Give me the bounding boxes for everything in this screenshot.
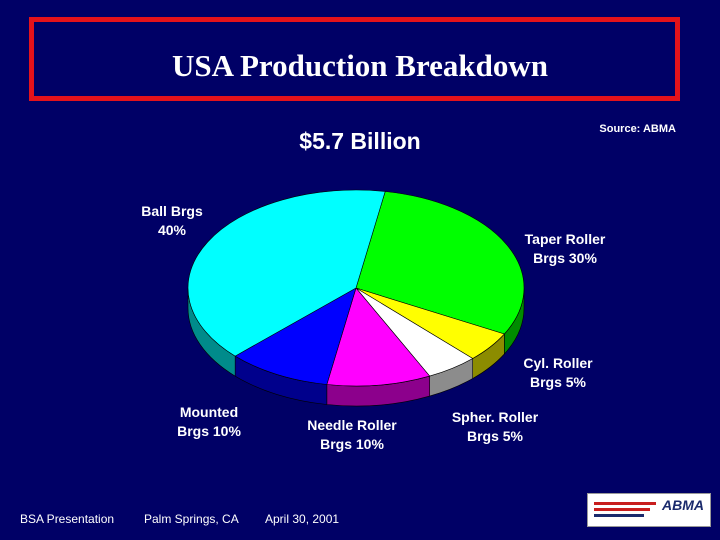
- pie-slice-taper: [355, 191, 525, 335]
- slice-label-ball: Ball Brgs 40%: [141, 203, 203, 238]
- abma-logo: ABMA: [587, 493, 711, 527]
- slice-label-mounted: Mounted Brgs 10%: [177, 404, 241, 439]
- source-note: Source: ABMA: [599, 123, 676, 135]
- slice-label-needle: Needle Roller Brgs 10%: [307, 417, 397, 452]
- pie-slice-needle: [326, 287, 431, 387]
- slice-label-spherical: Spher. Roller Brgs 5%: [451, 409, 539, 444]
- chart-title: $5.7 Billion: [299, 128, 421, 154]
- slice-label-taper: Taper Roller Brgs 30%: [524, 231, 606, 266]
- footer-location: Palm Springs, CA: [144, 512, 239, 526]
- page-title: USA Production Breakdown: [171, 48, 549, 83]
- pie-slice-mounted: [234, 287, 357, 385]
- logo-text: ABMA: [662, 497, 704, 513]
- title-frame: [29, 17, 680, 101]
- slice-label-cylindrical: Cyl. Roller Brgs 5%: [523, 355, 593, 390]
- footer-presenter: BSA Presentation: [20, 512, 115, 526]
- footer-date: April 30, 2001: [265, 512, 340, 526]
- pie-slice-ball: [187, 189, 386, 357]
